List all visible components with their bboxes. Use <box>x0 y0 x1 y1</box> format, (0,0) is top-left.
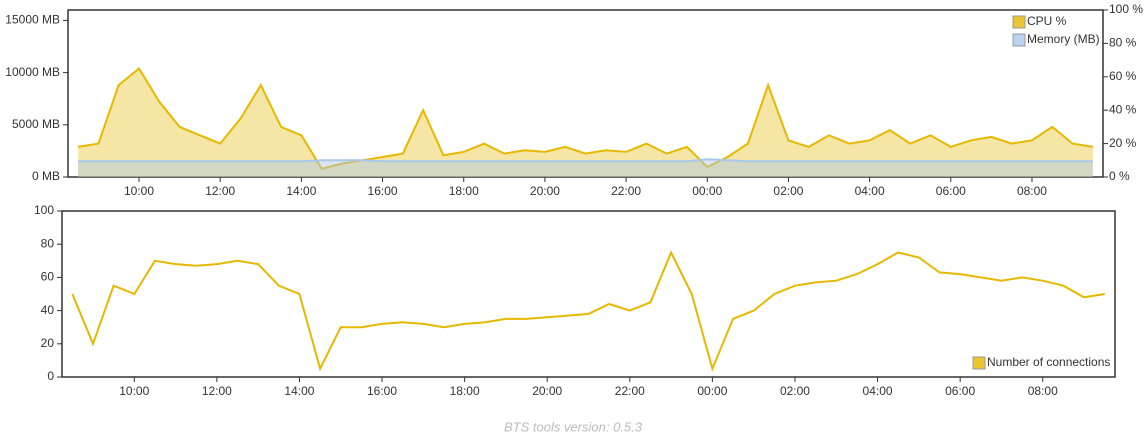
y-tick-label: 100 % <box>1109 2 1143 16</box>
x-tick-label: 06:00 <box>945 384 975 398</box>
y-tick-label: 40 % <box>1109 102 1137 116</box>
x-tick-label: 16:00 <box>368 184 398 198</box>
y-tick-label: 20 % <box>1109 136 1137 150</box>
y-tick-label: 15000 MB <box>5 13 60 27</box>
legend-label: Number of connections <box>987 355 1110 369</box>
x-tick-label: 14:00 <box>286 184 316 198</box>
x-tick-label: 08:00 <box>1017 184 1047 198</box>
x-tick-label: 02:00 <box>780 384 810 398</box>
series-area <box>78 159 1093 177</box>
x-tick-label: 22:00 <box>611 184 641 198</box>
x-tick-label: 20:00 <box>532 384 562 398</box>
y-tick-label: 80 <box>41 236 55 250</box>
y-tick-label: 10000 MB <box>5 65 60 79</box>
x-tick-label: 14:00 <box>284 384 314 398</box>
legend-swatch <box>1012 15 1026 29</box>
x-tick-label: 12:00 <box>205 184 235 198</box>
x-tick-label: 12:00 <box>202 384 232 398</box>
x-tick-label: 04:00 <box>863 384 893 398</box>
y-tick-label: 80 % <box>1109 36 1137 50</box>
y-tick-label: 60 <box>41 270 55 284</box>
y-tick-label: 100 <box>34 203 54 217</box>
x-tick-label: 18:00 <box>450 384 480 398</box>
x-tick-label: 02:00 <box>773 184 803 198</box>
legend-label: Memory (MB) <box>1027 32 1100 46</box>
plot-frame <box>67 9 1104 178</box>
x-tick-label: 16:00 <box>367 384 397 398</box>
x-tick-label: 06:00 <box>936 184 966 198</box>
x-tick-label: 00:00 <box>697 384 727 398</box>
x-tick-label: 00:00 <box>692 184 722 198</box>
legend-label: CPU % <box>1027 14 1067 28</box>
y-tick-label: 0 % <box>1109 169 1130 183</box>
y-tick-label: 40 <box>41 303 55 317</box>
y-tick-label: 20 <box>41 336 55 350</box>
legend-swatch <box>972 356 986 370</box>
legend-swatch <box>1012 33 1026 47</box>
x-tick-label: 10:00 <box>119 384 149 398</box>
y-tick-label: 0 MB <box>32 169 60 183</box>
x-tick-label: 20:00 <box>530 184 560 198</box>
x-tick-label: 10:00 <box>124 184 154 198</box>
x-tick-label: 22:00 <box>615 384 645 398</box>
x-tick-label: 04:00 <box>855 184 885 198</box>
x-tick-label: 08:00 <box>1028 384 1058 398</box>
series-line <box>78 158 1093 163</box>
y-tick-label: 0 <box>47 369 54 383</box>
plot-frame <box>61 210 1116 378</box>
x-tick-label: 18:00 <box>449 184 479 198</box>
series-line <box>71 250 1105 372</box>
series-area <box>78 68 1093 177</box>
series-line <box>77 66 1094 170</box>
footer: BTS tools version: 0.5.3 <box>504 419 643 434</box>
y-tick-label: 60 % <box>1109 69 1137 83</box>
y-tick-label: 5000 MB <box>12 117 60 131</box>
